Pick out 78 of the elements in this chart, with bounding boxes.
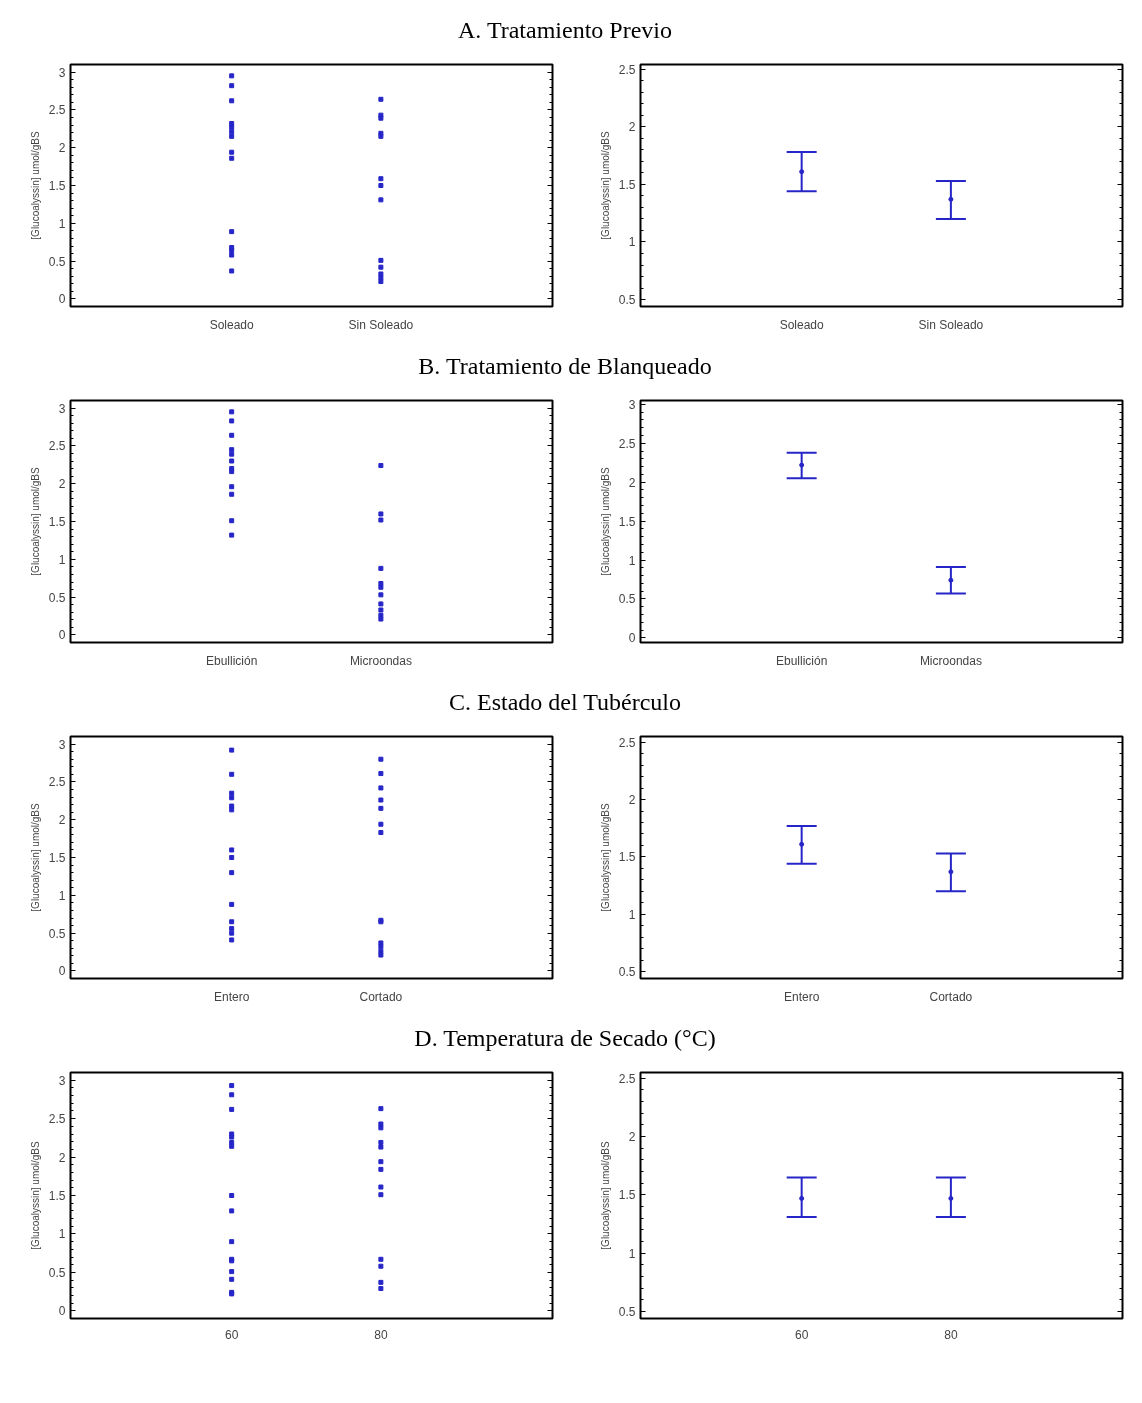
- y-tick-label: 2.5: [618, 1071, 636, 1086]
- y-tick-label: 2.5: [48, 103, 66, 118]
- y-tick-label: 0.5: [48, 254, 66, 269]
- y-axis-title: [Glucoalyssin] umol/gBS: [599, 466, 611, 576]
- y-tick-label: 0.5: [48, 590, 66, 605]
- y-tick-label: 2.5: [48, 1112, 66, 1127]
- y-tick-label: 2: [58, 1150, 66, 1165]
- y-tick-label: 1: [628, 553, 636, 568]
- y-tick-label: 0.5: [618, 293, 636, 308]
- y-tick-label: 1: [58, 552, 66, 567]
- y-tick-label: 1.5: [48, 1189, 66, 1203]
- x-tick-label: 80: [374, 1327, 388, 1342]
- x-tick-label: 60: [794, 1327, 809, 1342]
- y-tick-label: 2: [628, 793, 636, 808]
- y-tick-label: 3: [628, 397, 636, 412]
- x-tick-label: Soleado: [209, 317, 255, 332]
- y-tick-label: 3: [58, 401, 66, 416]
- x-tick-label: Sin Soleado: [348, 317, 414, 332]
- y-tick-label: 0.5: [48, 1265, 66, 1280]
- y-tick-label: 1.5: [48, 851, 66, 865]
- y-tick-label: 3: [58, 1073, 66, 1088]
- y-tick-label: 1: [58, 888, 66, 903]
- y-tick-label: 0: [58, 628, 66, 643]
- y-tick-label: 1.5: [618, 514, 636, 529]
- y-tick-label: 2: [628, 475, 636, 490]
- x-tick-label: Ebullición: [775, 653, 828, 668]
- y-tick-label: 1: [628, 235, 636, 250]
- y-axis-title: [Glucoalyssin] umol/gBS: [599, 130, 611, 240]
- y-tick-label: 0: [58, 1304, 66, 1319]
- y-tick-label: 1: [628, 907, 636, 922]
- y-tick-label: 1.5: [48, 515, 66, 529]
- x-tick-label: Entero: [783, 989, 820, 1004]
- y-tick-label: 2: [628, 1130, 636, 1145]
- x-tick-label: Ebullición: [205, 653, 258, 668]
- y-tick-label: 0: [58, 964, 66, 979]
- y-tick-label: 3: [58, 65, 66, 80]
- y-tick-label: 1: [58, 216, 66, 231]
- y-tick-label: 1: [58, 1227, 66, 1242]
- x-tick-label: Microondas: [919, 653, 982, 668]
- y-tick-label: 2.5: [48, 775, 66, 790]
- y-tick-label: 0.5: [618, 592, 636, 607]
- y-tick-label: 2.5: [618, 735, 636, 750]
- y-tick-label: 0: [628, 631, 636, 646]
- y-tick-label: 0: [58, 292, 66, 307]
- x-tick-label: Entero: [213, 989, 250, 1004]
- y-tick-label: 2: [58, 813, 66, 828]
- y-tick-label: 3: [58, 737, 66, 752]
- y-tick-label: 1.5: [618, 177, 636, 192]
- chart-title: A. Tratamiento Previo: [458, 16, 672, 45]
- y-tick-label: 0.5: [618, 1305, 636, 1319]
- y-axis-title: [Glucoalyssin] umol/gBS: [599, 802, 611, 912]
- y-axis-title: [Glucoalyssin] umol/gBS: [599, 1140, 611, 1250]
- y-tick-label: 0.5: [48, 926, 66, 941]
- x-tick-label: Microondas: [349, 653, 412, 668]
- y-tick-label: 1.5: [618, 850, 636, 865]
- x-tick-label: Soleado: [779, 317, 825, 332]
- y-axis-title: [Glucoalyssin] umol/gBS: [29, 802, 41, 912]
- y-tick-label: 1.5: [48, 179, 66, 193]
- x-tick-label: 60: [224, 1327, 239, 1342]
- x-tick-label: Sin Soleado: [918, 317, 984, 332]
- y-tick-label: 2: [58, 477, 66, 492]
- y-tick-label: 2.5: [48, 439, 66, 454]
- y-tick-label: 2: [58, 141, 66, 156]
- y-axis-title: [Glucoalyssin] umol/gBS: [29, 1140, 41, 1250]
- chart-title: D. Temperatura de Secado (°C): [414, 1024, 716, 1053]
- x-tick-label: 80: [944, 1327, 958, 1342]
- chart-title: C. Estado del Tubérculo: [449, 688, 681, 717]
- y-axis-title: [Glucoalyssin] umol/gBS: [29, 466, 41, 576]
- y-tick-label: 0.5: [618, 965, 636, 980]
- y-tick-label: 1: [628, 1246, 636, 1261]
- y-tick-label: 2.5: [618, 436, 636, 451]
- chart-title: B. Tratamiento de Blanqueado: [418, 352, 712, 381]
- x-tick-label: Cortado: [929, 989, 973, 1004]
- y-axis-title: [Glucoalyssin] umol/gBS: [29, 130, 41, 240]
- y-tick-label: 2.5: [618, 62, 636, 77]
- x-tick-label: Cortado: [359, 989, 403, 1004]
- y-tick-label: 2: [628, 120, 636, 135]
- y-tick-label: 1.5: [618, 1188, 636, 1203]
